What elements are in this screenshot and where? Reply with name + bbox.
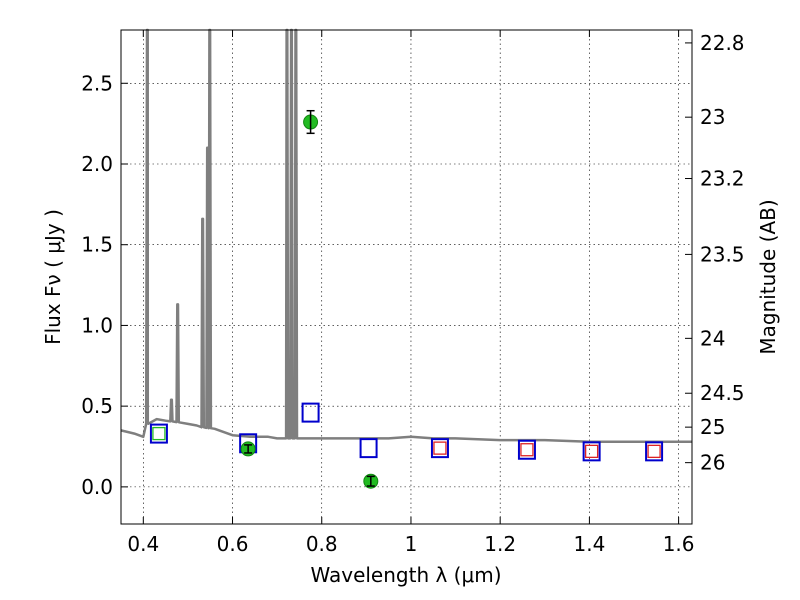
model-photometry-square	[149, 423, 168, 444]
model-photometry-inner-square	[433, 441, 447, 455]
gridlines	[121, 30, 692, 524]
x-tick-label: 1.4	[573, 532, 605, 556]
x-tick-label: 0.4	[127, 532, 159, 556]
y2-tick-label: 25	[700, 415, 725, 439]
model-photometry-inner-square	[584, 444, 599, 459]
y2-tick-label: 23.5	[700, 242, 745, 266]
y-tick-label: 1.0	[81, 313, 113, 337]
y2-tick-label: 24	[700, 326, 725, 350]
x-tick-label: 0.8	[306, 532, 338, 556]
y2-tick-label: 23	[700, 105, 725, 129]
y2-tick-label: 24.5	[700, 381, 745, 405]
plot-frame	[120, 29, 693, 525]
y-axis-title: Flux Fν ( μJy )	[41, 209, 65, 345]
axis-ticks: 0.4 0.6 0.8 1 1.2 1.4 1.6 0.0 0.5 1.0 1.5 2.0 2.5 22.…	[81, 30, 745, 556]
x-tick-label: 1.2	[484, 532, 516, 556]
model-photometry-inner-square	[520, 443, 534, 457]
x-tick-label: 1.6	[663, 532, 695, 556]
y2-axis-title: Magnitude (AB)	[756, 199, 780, 354]
model-photometry-inner-square	[152, 426, 166, 441]
y-tick-label: 2.5	[81, 71, 113, 95]
model-photometry-square	[359, 438, 378, 459]
model-photometry-square	[582, 441, 601, 462]
model-photometry-square	[430, 438, 449, 459]
x-tick-label: 1	[405, 532, 418, 556]
model-photometry-square	[517, 439, 536, 460]
x-tick-label: 0.6	[217, 532, 249, 556]
y2-tick-label: 22.8	[700, 31, 745, 55]
y-tick-label: 2.0	[81, 152, 113, 176]
y-tick-label: 1.5	[81, 233, 113, 257]
x-axis-title: Wavelength λ (μm)	[310, 563, 501, 587]
model-photometry-square	[301, 402, 320, 423]
model-photometry-inner-square	[647, 444, 661, 459]
model-photometry-square	[645, 441, 664, 462]
y-tick-label: 0.0	[81, 475, 113, 499]
y2-tick-label: 26	[700, 451, 725, 475]
y-tick-label: 0.5	[81, 394, 113, 418]
y2-tick-label: 23.2	[700, 167, 745, 191]
photometry-markers	[149, 109, 664, 489]
